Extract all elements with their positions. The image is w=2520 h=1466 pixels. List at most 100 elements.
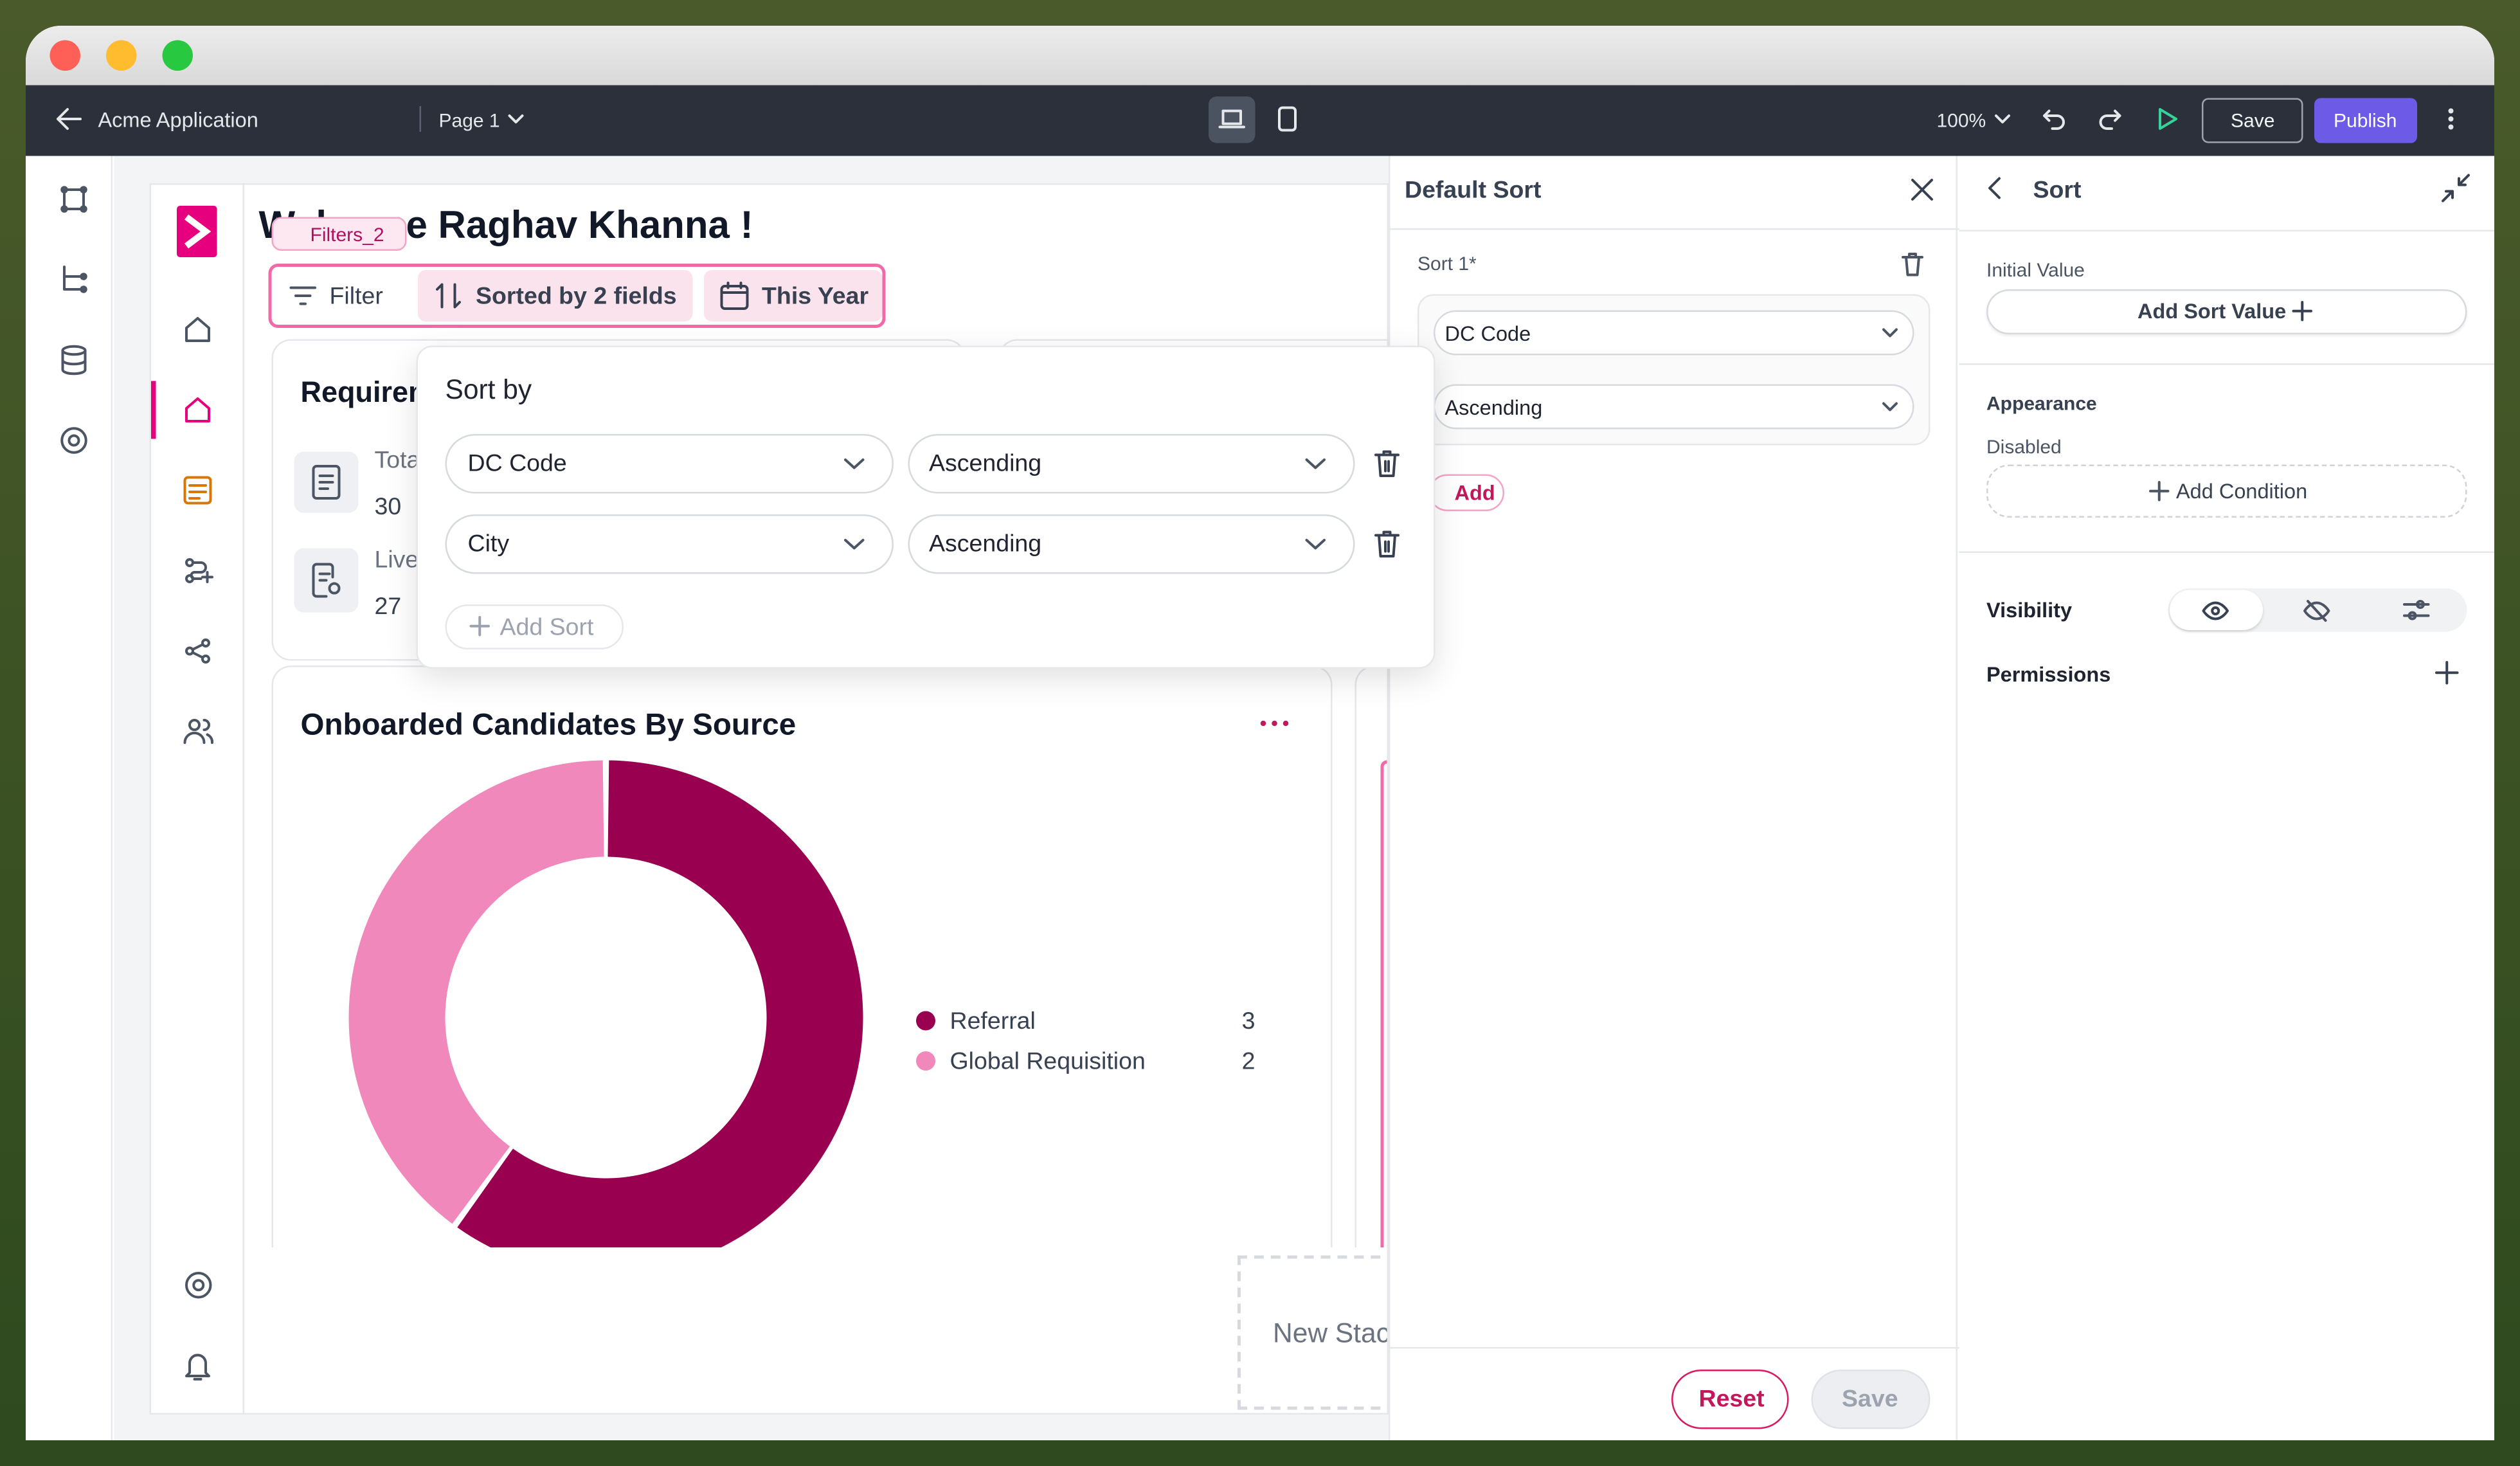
icon-path [1902, 253, 1923, 276]
properties-panel: Sort Initial Value Add Sort Value Appear… [1959, 156, 2494, 1440]
add-label: Add [1454, 480, 1495, 505]
field-select[interactable] [1434, 310, 1914, 356]
icon-path [312, 563, 334, 598]
back-icon[interactable] [1988, 177, 2001, 199]
more-icon [2448, 108, 2454, 130]
icon-path [1305, 458, 1326, 469]
icon-part [2416, 600, 2425, 609]
filter-icon [289, 286, 316, 305]
icon-path [2442, 174, 2470, 203]
icon-part [188, 719, 201, 731]
plus-icon [469, 616, 490, 637]
icon-part [80, 205, 87, 213]
icon-path [2435, 661, 2459, 685]
filter-label[interactable]: Filter [329, 283, 383, 311]
icon-part [1272, 720, 1277, 727]
icon-path [508, 114, 524, 123]
home-icon [185, 317, 210, 342]
add-sort-button[interactable] [445, 604, 624, 649]
add-condition-button[interactable] [1986, 464, 2467, 518]
order-select[interactable] [908, 434, 1355, 494]
add-sort-value-button[interactable] [1986, 289, 2467, 334]
order-value: Ascending [929, 450, 1042, 478]
divider [1390, 1347, 1959, 1349]
order-select[interactable] [908, 514, 1355, 574]
reset-label: Reset [1698, 1386, 1765, 1413]
icon-path [2292, 301, 2312, 321]
play-icon[interactable] [2159, 108, 2178, 131]
icon-path [1882, 328, 1898, 338]
settings-icon [185, 1272, 212, 1299]
close-icon[interactable] [1911, 179, 1933, 201]
field-select[interactable] [445, 514, 894, 574]
more-dots[interactable] [1260, 720, 1289, 727]
icon-path [1374, 450, 1400, 477]
home-icon-active [185, 397, 210, 422]
sort-popup: Sort by DC Code Ascending City Ascending… [416, 345, 1436, 669]
icon-part [60, 427, 87, 454]
page-select[interactable]: Page 1 [438, 109, 500, 132]
trash-icon[interactable] [1374, 450, 1400, 478]
users-icon [183, 719, 214, 744]
icon-path [1995, 114, 2010, 123]
chevron [1882, 402, 1898, 412]
route-icon [185, 558, 213, 583]
filters-tag-label: Filters_2 [310, 223, 384, 246]
toolbar [26, 85, 2494, 156]
publish-button[interactable] [2314, 98, 2417, 143]
conditional-icon[interactable] [2403, 600, 2430, 620]
collapse-icon[interactable] [2442, 174, 2470, 203]
app-name: Acme Application [98, 107, 258, 132]
field-select[interactable] [445, 434, 894, 494]
icon-path [183, 719, 214, 744]
trash-icon[interactable] [1374, 530, 1400, 558]
period-label: This Year [762, 283, 869, 311]
plus-icon[interactable] [2435, 661, 2459, 685]
field-value: DC Code [1444, 321, 1531, 346]
chevron [1882, 328, 1898, 338]
new-stack-label: New Stack [1273, 1318, 1389, 1349]
order-select[interactable] [1434, 384, 1914, 430]
icon-part [1278, 106, 1297, 132]
icon-part [2408, 611, 2417, 620]
chevron [1305, 539, 1326, 550]
divider [1959, 363, 2494, 365]
redo-icon[interactable] [2099, 109, 2121, 130]
page-fade [246, 1247, 1387, 1413]
icon-part [201, 655, 210, 664]
save-button[interactable] [2202, 98, 2303, 143]
section-title: Permissions [1986, 662, 2111, 687]
icon-path [2099, 109, 2121, 130]
icon-part [2448, 108, 2454, 114]
sorted-button[interactable] [418, 270, 693, 321]
field-value: DC Code [467, 450, 567, 478]
separator [419, 106, 421, 132]
share-icon [185, 638, 210, 664]
order-value: Ascending [929, 530, 1042, 558]
plus-icon [2149, 481, 2170, 502]
close-light [50, 40, 80, 71]
left-rail [26, 156, 113, 1440]
title-bar [26, 26, 2494, 86]
desktop-view[interactable] [1209, 96, 1256, 143]
chevron [508, 114, 524, 123]
icon-part [1221, 109, 1242, 125]
reset-button[interactable] [1671, 1370, 1789, 1429]
donut-slice [457, 760, 863, 1247]
icon-part [63, 188, 85, 210]
new-stack-box [1238, 1255, 1387, 1410]
icon-part [192, 1279, 205, 1292]
trash-icon[interactable] [1902, 253, 1923, 276]
icon-path [1911, 179, 1933, 201]
save-button[interactable] [1811, 1370, 1931, 1429]
eye-off-icon[interactable] [2303, 600, 2330, 622]
icon-path [1882, 402, 1898, 412]
visible-option[interactable] [2170, 590, 2263, 630]
undo-icon[interactable] [2043, 109, 2066, 130]
divider [1959, 230, 2494, 231]
icon-path [436, 283, 461, 309]
zoom[interactable]: 100% [1936, 109, 1986, 132]
period-button[interactable] [704, 270, 883, 321]
default-sort-panel: Default Sort Sort 1* DC Code Ascending A… [1389, 156, 1959, 1440]
